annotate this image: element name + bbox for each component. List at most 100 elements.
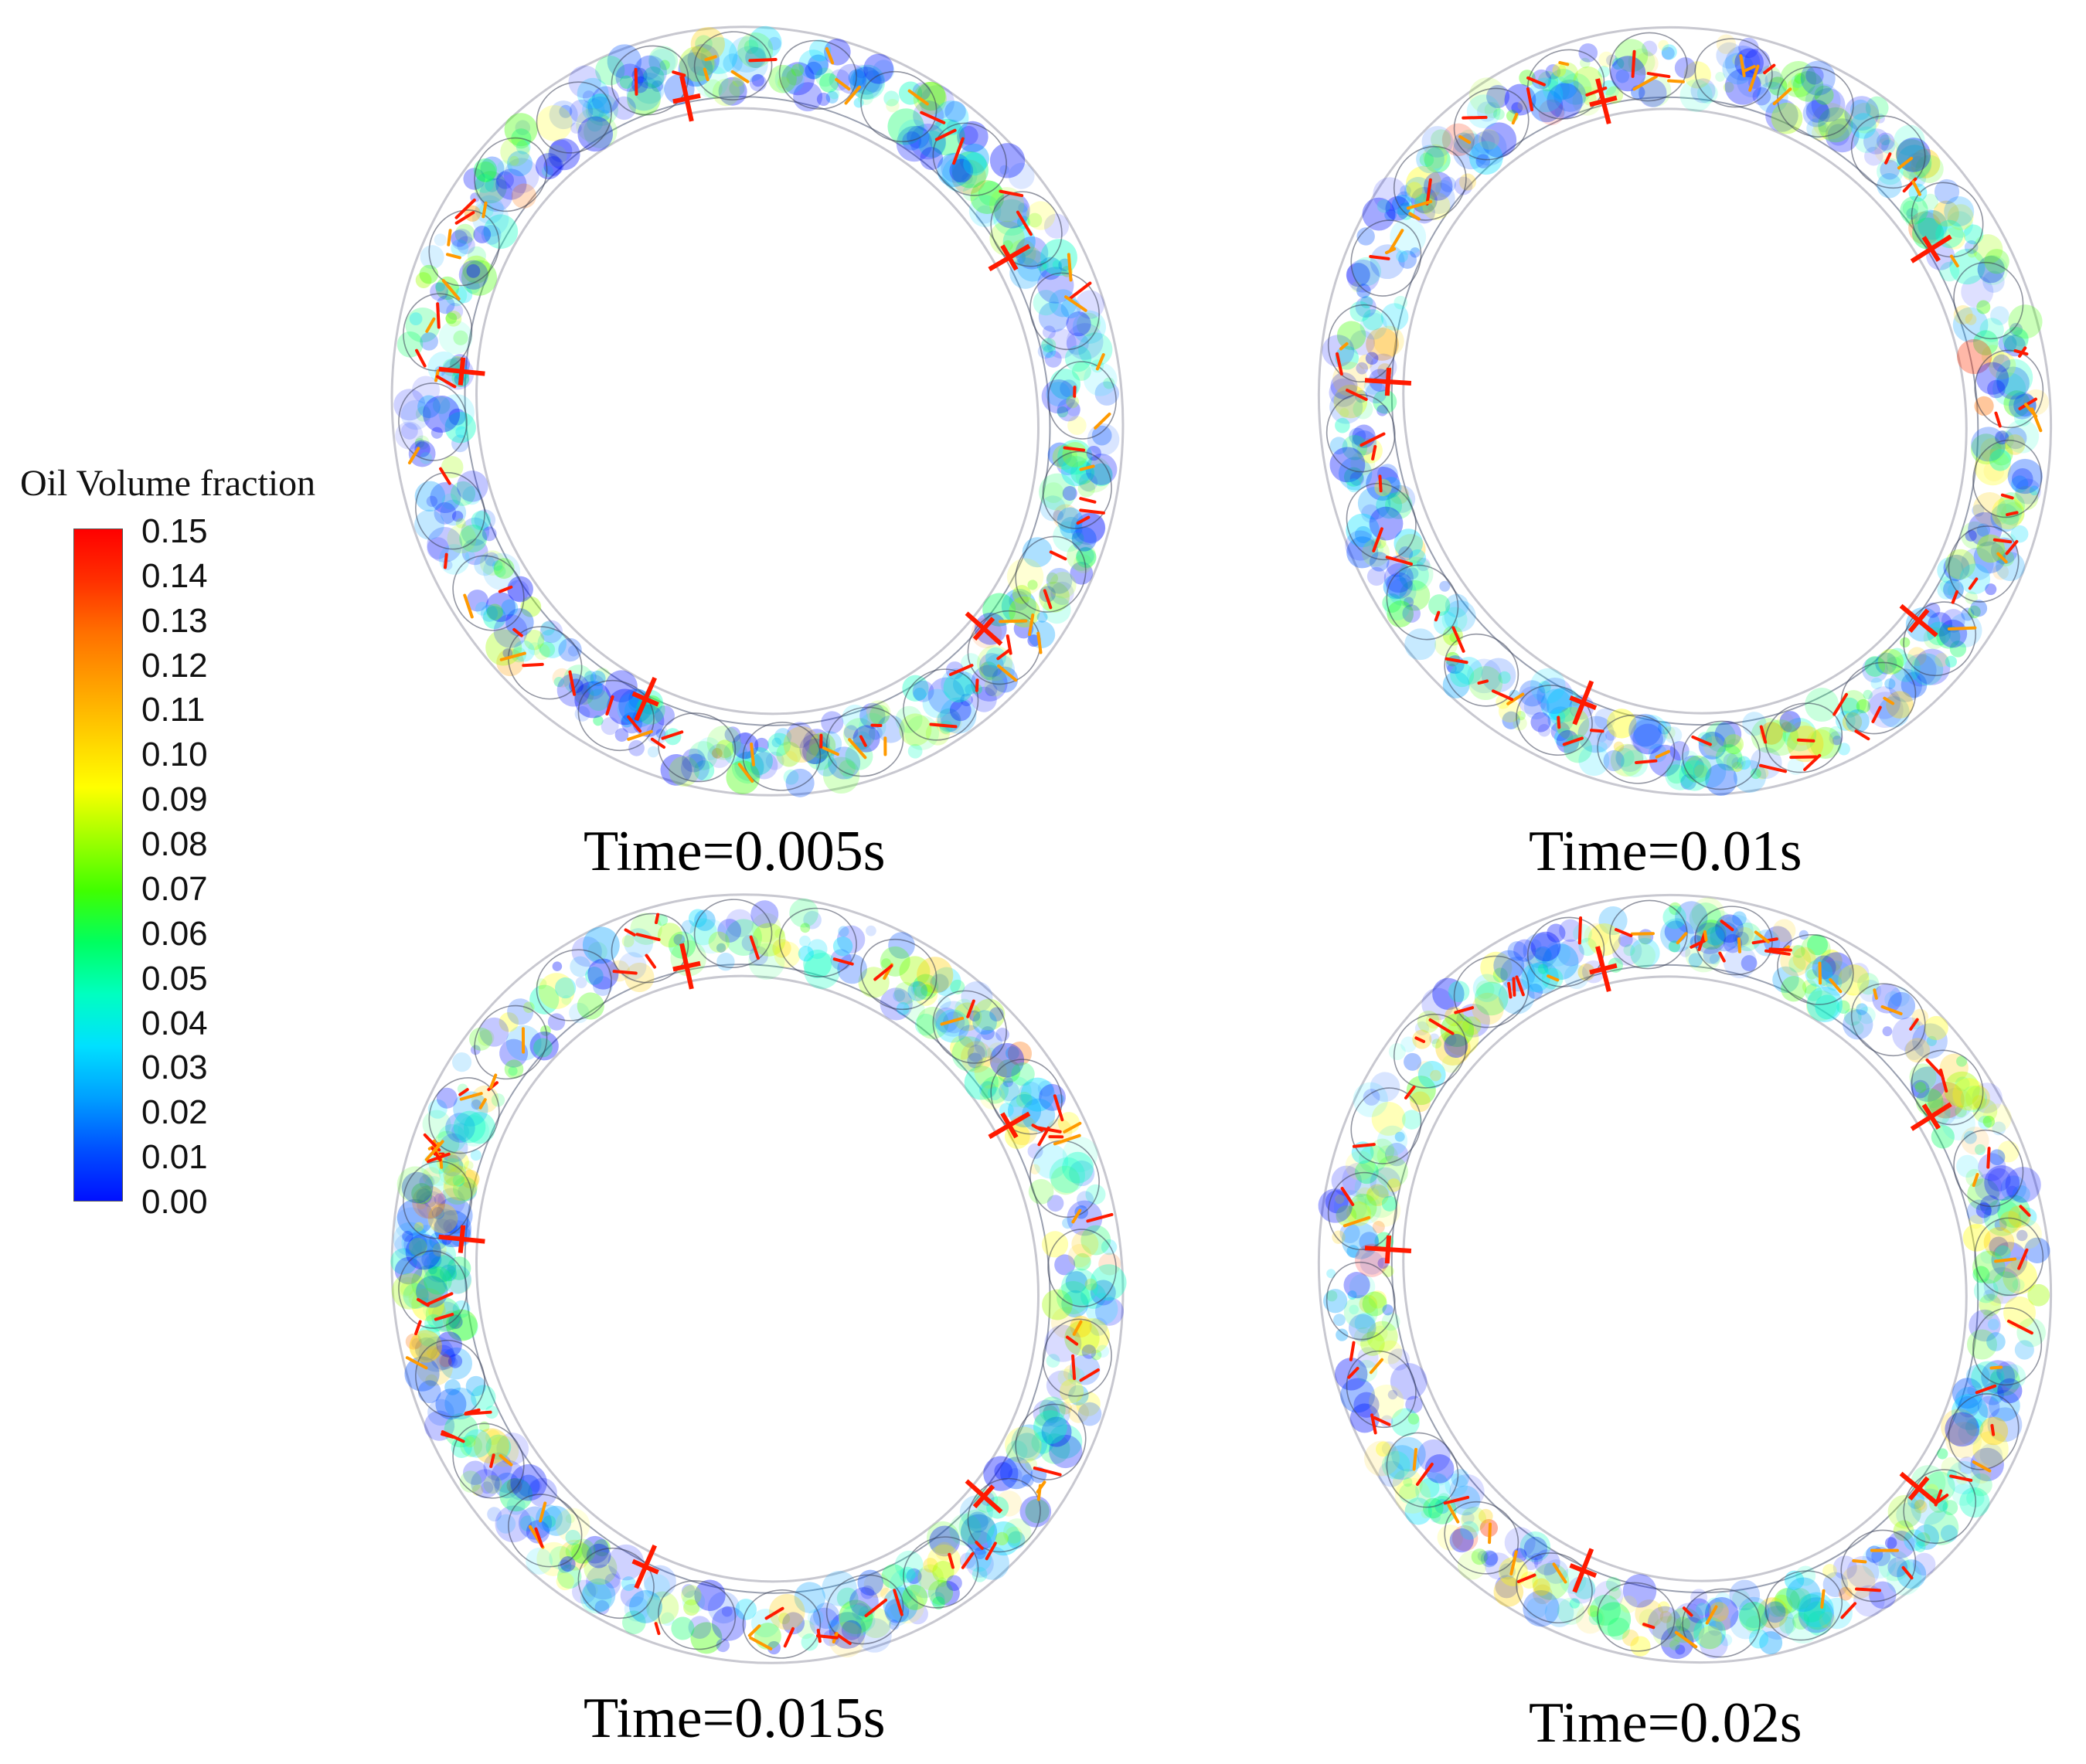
oil-fraction-blob: [1877, 173, 1902, 199]
oil-fraction-blob: [443, 1166, 478, 1201]
oil-fraction-blob: [1085, 454, 1118, 485]
oil-fraction-blob: [1075, 290, 1104, 319]
oil-fraction-blob: [1560, 73, 1592, 105]
oil-fraction-blob: [654, 705, 675, 726]
oil-fraction-blob: [1642, 40, 1658, 56]
oil-fraction-blob: [1354, 1171, 1390, 1206]
oil-streak: [464, 1408, 481, 1415]
oil-fraction-blob: [1996, 499, 2023, 525]
oil-fraction-blob: [1353, 1327, 1373, 1347]
oil-streak: [1840, 1602, 1857, 1620]
oil-fraction-blob: [1395, 534, 1426, 565]
oil-streak: [1451, 626, 1465, 653]
oil-fraction-blob: [1401, 1110, 1422, 1130]
oil-fraction-blob: [1965, 1085, 1990, 1110]
oil-streak: [534, 1527, 544, 1548]
oil-fraction-blob: [1516, 711, 1526, 721]
oil-fraction-blob: [1342, 1162, 1377, 1198]
oil-fraction-blob: [1357, 487, 1391, 520]
oil-fraction-blob: [1918, 210, 1948, 240]
oil-fraction-blob: [708, 931, 730, 953]
oil-fraction-blob: [682, 1590, 706, 1613]
oil-fraction-blob: [657, 923, 682, 948]
oil-fraction-blob: [1406, 1076, 1436, 1106]
oil-fraction-blob: [1647, 1606, 1682, 1640]
oil-fraction-blob: [1046, 567, 1073, 594]
oil-streak: [1053, 1134, 1081, 1146]
oil-fraction-blob: [883, 90, 900, 107]
oil-streak: [1086, 1212, 1114, 1223]
oil-fraction-blob: [999, 1456, 1033, 1490]
oil-fraction-blob: [1982, 1103, 2012, 1133]
oil-fraction-blob: [1939, 261, 1960, 282]
oil-fraction-blob: [403, 1232, 427, 1256]
oil-fraction-blob: [697, 737, 721, 761]
oil-fraction-blob: [819, 73, 839, 93]
oil-streak: [425, 317, 436, 333]
oil-fraction-blob: [1615, 744, 1644, 773]
oil-fraction-blob: [1666, 764, 1686, 784]
oil-fraction-blob: [2003, 390, 2030, 417]
oil-fraction-blob: [1444, 1034, 1468, 1059]
oil-fraction-blob: [800, 923, 811, 933]
oil-fraction-blob: [821, 711, 844, 734]
oil-fraction-blob: [1084, 362, 1118, 396]
oil-fraction-blob: [1475, 154, 1491, 168]
oil-fraction-blob: [1037, 1080, 1054, 1097]
oil-streak: [952, 137, 965, 165]
oil-fraction-blob: [506, 1477, 522, 1494]
oil-fraction-blob: [496, 1433, 529, 1465]
oil-fraction-blob: [1520, 954, 1549, 983]
oil-fraction-blob: [431, 1207, 444, 1220]
oil-fraction-blob: [1016, 250, 1049, 282]
oil-streak: [1064, 295, 1087, 312]
oil-fraction-blob: [633, 55, 667, 89]
oil-fraction-blob: [852, 1603, 869, 1620]
oil-fraction-blob: [540, 621, 555, 636]
oil-fraction-blob: [1057, 406, 1068, 418]
oil-fraction-blob: [541, 1505, 572, 1536]
oil-fraction-blob: [586, 1543, 611, 1569]
oil-fraction-blob: [967, 1044, 985, 1062]
roller: [1609, 899, 1688, 970]
oil-fraction-blob: [1762, 719, 1799, 756]
oil-fraction-blob: [1550, 722, 1570, 742]
oil-streak: [1094, 412, 1111, 430]
oil-fraction-blob: [907, 981, 928, 1001]
oil-fraction-blob: [681, 1584, 696, 1598]
oil-fraction-blob: [436, 295, 455, 314]
oil-streak: [1349, 1341, 1356, 1361]
oil-fraction-blob: [1703, 736, 1724, 757]
oil-fraction-blob: [836, 925, 866, 953]
oil-fraction-blob: [584, 1582, 598, 1597]
oil-fraction-blob: [1349, 471, 1364, 486]
oil-fraction-blob: [1738, 1596, 1770, 1629]
oil-fraction-blob: [1978, 1153, 2006, 1181]
oil-fraction-blob: [996, 1059, 1021, 1083]
oil-fraction-blob: [1927, 621, 1952, 646]
oil-fraction-blob: [440, 1264, 457, 1282]
oil-fraction-blob: [1853, 126, 1880, 153]
oil-fraction-blob: [1376, 1125, 1408, 1156]
oil-streak: [1820, 1589, 1826, 1609]
oil-fraction-blob: [880, 987, 913, 1021]
oil-fraction-blob: [981, 1076, 1009, 1104]
oil-fraction-blob: [1355, 1359, 1378, 1382]
oil-fraction-blob: [1416, 557, 1431, 572]
oil-fraction-blob: [418, 1336, 454, 1372]
oil-streak: [1897, 156, 1914, 170]
oil-fraction-blob: [529, 1031, 559, 1061]
oil-streak: [749, 935, 760, 960]
oil-fraction-blob: [1972, 491, 2006, 526]
oil-fraction-blob: [462, 486, 482, 505]
oil-fraction-blob: [1937, 580, 1956, 600]
oil-fraction-blob: [1018, 202, 1028, 213]
oil-fraction-blob: [1928, 1081, 1965, 1119]
oil-fraction-blob: [1376, 464, 1398, 485]
oil-streak: [815, 1634, 839, 1640]
oil-fraction-blob: [1547, 923, 1566, 943]
oil-fraction-blob: [1846, 709, 1870, 733]
oil-fraction-blob: [1067, 1200, 1103, 1236]
oil-streak: [2000, 493, 2014, 500]
oil-fraction-blob: [958, 1025, 982, 1048]
